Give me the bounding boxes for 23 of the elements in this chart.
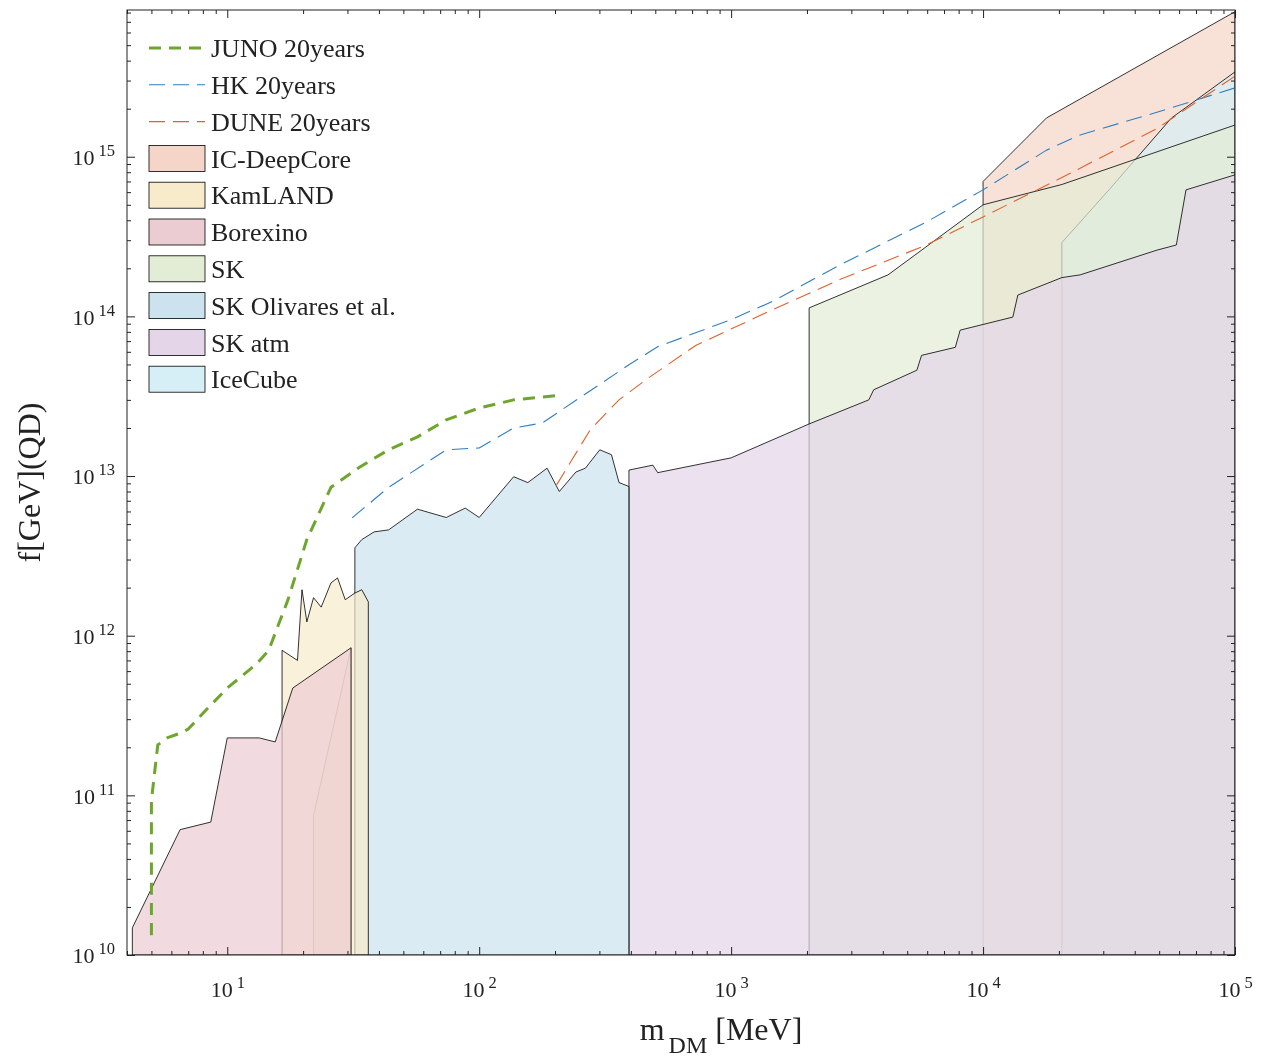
- legend-label: IceCube: [211, 365, 298, 395]
- legend-label: HK 20years: [211, 70, 336, 100]
- y-tick-label: 10$^{11}$: [73, 779, 115, 809]
- y-tick-label: 10$^{13}$: [72, 459, 115, 490]
- y-tick-label: 10$^{15}$: [72, 140, 115, 170]
- x-tick-label: 10$^{4}$: [966, 972, 1001, 1002]
- legend-label: DUNE 20years: [211, 107, 371, 137]
- legend-label: IC-DeepCore: [211, 144, 352, 174]
- y-tick-label: 10$^{12}$: [72, 619, 115, 649]
- legend-label: Borexino: [211, 218, 308, 248]
- x-tick-label: 10$^{5}$: [1218, 972, 1253, 1002]
- y-axis-title: f[GeV](QD): [11, 402, 47, 563]
- y-tick-label: 10$^{14}$: [72, 300, 115, 330]
- x-tick-label: 10$^{2}$: [462, 972, 497, 1002]
- x-tick-label: 10$^{3}$: [714, 972, 749, 1002]
- legend-label: SK: [211, 254, 245, 284]
- legend-label: KamLAND: [211, 181, 334, 211]
- legend-label: SK Olivares et al.: [211, 291, 396, 321]
- legend-label: JUNO 20years: [211, 34, 365, 64]
- x-tick-label: 10$^{1}$: [210, 972, 245, 1002]
- x-axis-title: m$_{DM}$ [MeV]: [639, 1011, 803, 1058]
- legend-label: SK atm: [211, 328, 290, 358]
- y-tick-label: 10$^{10}$: [72, 938, 115, 969]
